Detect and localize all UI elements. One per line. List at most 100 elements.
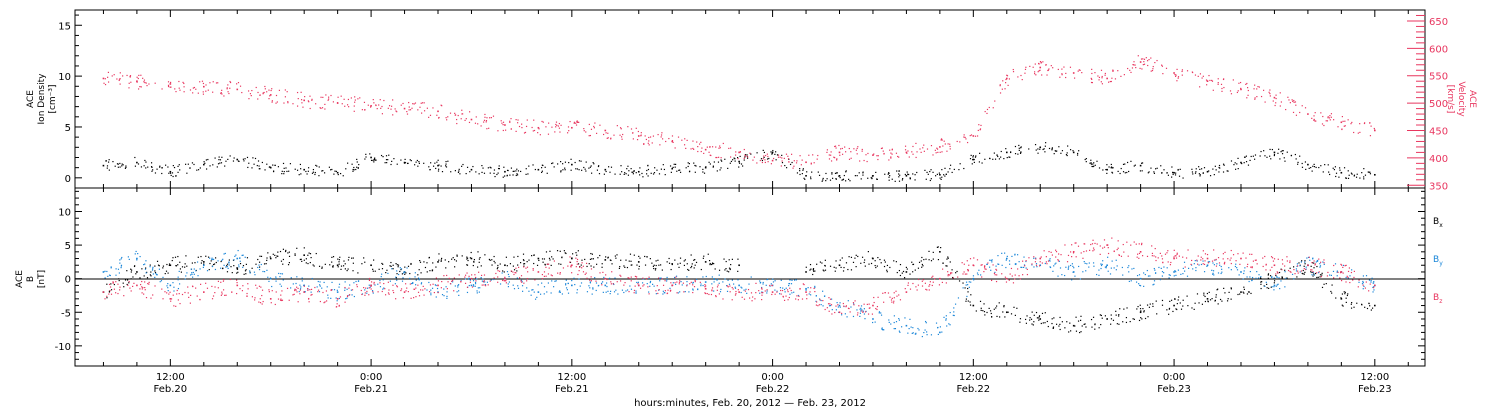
by-dot [136,259,138,261]
bz-point [303,291,305,293]
density-dot [929,170,931,173]
by-dot [881,327,883,329]
density-dot [1191,168,1193,170]
bz-dot [113,288,116,290]
velocity-dot [400,104,402,106]
velocity-dot [908,156,910,158]
by-dot [853,303,855,305]
density-dot [296,169,299,171]
density-dot [1014,145,1017,148]
by-dot [507,283,509,285]
by-dot [1220,272,1222,275]
density-dot [1037,152,1039,154]
velocity-dot [783,157,785,160]
bz-dot [1080,252,1082,254]
velocity-dot [749,152,751,154]
by-dot [711,283,713,285]
velocity-dot [1061,73,1063,75]
bx-dot [428,256,431,259]
bx-dot [726,270,728,272]
velocity-dot [640,132,642,134]
by-dot [953,311,955,313]
velocity-dot [1117,70,1119,72]
bz-dot [852,302,855,304]
bz-dot [349,294,351,296]
by-dot [1138,274,1141,276]
density-dot [1066,154,1068,157]
by-dot [1104,266,1106,268]
bz-dot [893,292,895,294]
bz-dot [950,272,952,274]
bz-dot [413,288,415,290]
by-dot [1127,266,1129,269]
bx-dot [730,264,732,266]
by-dot [547,282,549,284]
bx-dot [548,257,551,259]
bx-dot [1136,308,1138,310]
velocity-dot [632,138,634,140]
bx-dot [1125,316,1128,319]
bz-dot [577,273,579,276]
bx-dot [395,263,397,265]
bx-dot [1038,315,1041,317]
by-dot [412,281,414,284]
bz-dot [200,283,202,285]
bz-dot [1262,265,1264,268]
density-dot [1335,175,1337,178]
density-dot [478,173,480,175]
by-dot [1255,277,1257,279]
velocity-dot [595,132,598,134]
by-dot [646,283,648,285]
by-dot [1175,271,1177,273]
bz-dot [899,299,902,301]
bz-dot [112,282,114,284]
density-dot [315,164,317,167]
bz-dot [1326,275,1329,277]
bx-dot [145,267,147,269]
density-dot [105,160,107,162]
density-dot [465,172,467,175]
density-dot [205,168,208,170]
density-dot [125,165,127,167]
bz-dot [236,292,238,295]
bx-dot [1166,309,1168,311]
density-dot [804,178,806,180]
bz-dot [475,280,477,282]
bz-dot [261,294,263,297]
bx-dot [1075,330,1078,332]
bx-dot [274,254,276,256]
density-dot [203,161,205,163]
bz-dot [1203,263,1206,266]
bz-dot [1247,263,1249,265]
by-dot [989,266,991,268]
bz-dot [829,303,831,305]
velocity-dot [1353,131,1355,134]
bz-dot [1045,256,1047,258]
velocity-dot [764,154,767,157]
bz-dot [1347,276,1349,279]
bx-dot [589,258,592,260]
bz-dot [1005,281,1008,283]
bx-dot [545,251,548,253]
density-dot [1313,165,1316,168]
density-dot [1227,170,1229,172]
density-dot [1310,166,1312,169]
density-dot [1328,171,1330,173]
density-dot [161,167,163,169]
density-dot [972,155,974,157]
velocity-dot [1038,70,1040,72]
bx-dot [363,257,365,259]
density-point [1173,171,1175,174]
density-dot [391,160,393,162]
bz-dot [586,277,588,279]
bx-dot [1003,304,1005,307]
density-dot [1126,171,1128,174]
velocity-dot [583,130,585,132]
velocity-dot [841,153,844,155]
bz-dot [1256,263,1258,265]
density-dot [736,156,739,159]
bz-dot [576,258,579,261]
bz-dot [1320,261,1322,263]
velocity-dot [853,148,855,150]
by-dot [675,283,677,286]
